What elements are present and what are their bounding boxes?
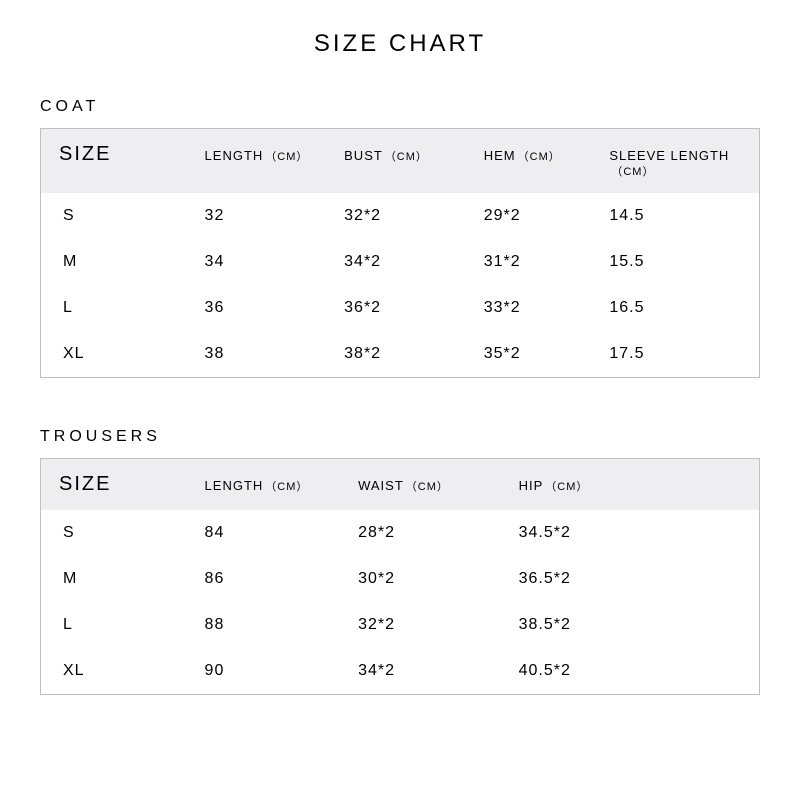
cell-size: M bbox=[51, 253, 205, 271]
cell-sleeve: 14.5 bbox=[609, 207, 749, 225]
cell-length: 38 bbox=[205, 345, 345, 363]
col-header-unit: （CM） bbox=[406, 481, 449, 493]
cell-size: S bbox=[51, 207, 205, 225]
coat-section-title: COAT bbox=[40, 98, 760, 116]
page-title: SIZE CHART bbox=[40, 30, 760, 58]
col-header-label: LENGTH bbox=[205, 148, 264, 163]
cell-size: M bbox=[51, 570, 205, 588]
table-row: S 32 32*2 29*2 14.5 bbox=[41, 193, 759, 239]
cell-hip: 38.5*2 bbox=[519, 616, 749, 634]
col-header-label: LENGTH bbox=[205, 478, 264, 493]
cell-hem: 29*2 bbox=[484, 207, 610, 225]
cell-sleeve: 15.5 bbox=[609, 253, 749, 271]
trousers-table: SIZE LENGTH（CM） WAIST（CM） HIP（CM） S 84 2… bbox=[40, 458, 760, 695]
cell-hem: 35*2 bbox=[484, 345, 610, 363]
col-header-bust: BUST（CM） bbox=[344, 148, 484, 164]
table-row: S 84 28*2 34.5*2 bbox=[41, 510, 759, 556]
table-row: M 86 30*2 36.5*2 bbox=[41, 556, 759, 602]
col-header-unit: （CM） bbox=[265, 151, 308, 163]
cell-length: 36 bbox=[205, 299, 345, 317]
coat-table-header: SIZE LENGTH（CM） BUST（CM） HEM（CM） SLEEVE … bbox=[41, 129, 759, 193]
col-header-unit: （CM） bbox=[518, 151, 561, 163]
col-header-unit: （CM） bbox=[545, 481, 588, 493]
cell-length: 86 bbox=[205, 570, 359, 588]
cell-sleeve: 17.5 bbox=[609, 345, 749, 363]
col-header-label: HEM bbox=[484, 148, 516, 163]
cell-bust: 38*2 bbox=[344, 345, 484, 363]
cell-size: XL bbox=[51, 662, 205, 680]
cell-hip: 40.5*2 bbox=[519, 662, 749, 680]
coat-table: SIZE LENGTH（CM） BUST（CM） HEM（CM） SLEEVE … bbox=[40, 128, 760, 378]
trousers-section-title: TROUSERS bbox=[40, 428, 760, 446]
cell-bust: 32*2 bbox=[344, 207, 484, 225]
col-header-unit: （CM） bbox=[265, 481, 308, 493]
cell-hem: 31*2 bbox=[484, 253, 610, 271]
col-header-size: SIZE bbox=[51, 473, 205, 496]
cell-hem: 33*2 bbox=[484, 299, 610, 317]
col-header-unit: （CM） bbox=[385, 151, 428, 163]
col-header-sleeve: SLEEVE LENGTH （CM） bbox=[609, 148, 749, 179]
cell-waist: 30*2 bbox=[358, 570, 519, 588]
cell-waist: 32*2 bbox=[358, 616, 519, 634]
col-header-hip: HIP（CM） bbox=[519, 478, 749, 494]
col-header-hem: HEM（CM） bbox=[484, 148, 610, 164]
coat-section: COAT SIZE LENGTH（CM） BUST（CM） HEM（CM） SL… bbox=[40, 98, 760, 378]
cell-waist: 34*2 bbox=[358, 662, 519, 680]
cell-hip: 34.5*2 bbox=[519, 524, 749, 542]
col-header-length: LENGTH（CM） bbox=[205, 148, 345, 164]
cell-bust: 34*2 bbox=[344, 253, 484, 271]
col-header-length: LENGTH（CM） bbox=[205, 478, 359, 494]
col-header-size: SIZE bbox=[51, 143, 205, 166]
col-header-label: WAIST bbox=[358, 478, 404, 493]
col-header-label: SLEEVE LENGTH bbox=[609, 148, 729, 163]
cell-length: 90 bbox=[205, 662, 359, 680]
col-header-unit: （CM） bbox=[611, 166, 654, 178]
cell-size: L bbox=[51, 616, 205, 634]
trousers-section: TROUSERS SIZE LENGTH（CM） WAIST（CM） HIP（C… bbox=[40, 428, 760, 695]
cell-sleeve: 16.5 bbox=[609, 299, 749, 317]
cell-bust: 36*2 bbox=[344, 299, 484, 317]
cell-length: 32 bbox=[205, 207, 345, 225]
table-row: XL 38 38*2 35*2 17.5 bbox=[41, 331, 759, 377]
table-row: L 36 36*2 33*2 16.5 bbox=[41, 285, 759, 331]
cell-length: 84 bbox=[205, 524, 359, 542]
cell-waist: 28*2 bbox=[358, 524, 519, 542]
cell-size: XL bbox=[51, 345, 205, 363]
cell-length: 88 bbox=[205, 616, 359, 634]
cell-hip: 36.5*2 bbox=[519, 570, 749, 588]
col-header-label: HIP bbox=[519, 478, 544, 493]
table-row: M 34 34*2 31*2 15.5 bbox=[41, 239, 759, 285]
col-header-waist: WAIST（CM） bbox=[358, 478, 519, 494]
cell-size: S bbox=[51, 524, 205, 542]
cell-length: 34 bbox=[205, 253, 345, 271]
table-row: L 88 32*2 38.5*2 bbox=[41, 602, 759, 648]
col-header-label: BUST bbox=[344, 148, 383, 163]
table-row: XL 90 34*2 40.5*2 bbox=[41, 648, 759, 694]
trousers-table-header: SIZE LENGTH（CM） WAIST（CM） HIP（CM） bbox=[41, 459, 759, 510]
cell-size: L bbox=[51, 299, 205, 317]
